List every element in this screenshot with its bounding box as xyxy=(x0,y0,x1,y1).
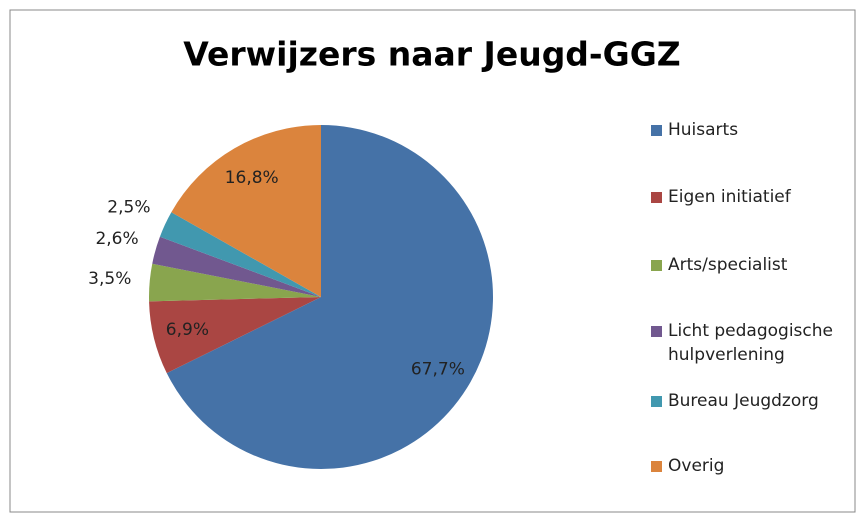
legend-swatch xyxy=(651,260,662,271)
legend-swatch xyxy=(651,461,662,472)
pie-slice xyxy=(171,125,321,297)
legend-item: Eigen initiatief xyxy=(651,185,791,209)
legend-item: Licht pedagogische hulpverlening xyxy=(651,319,848,367)
pie-slice xyxy=(149,263,321,302)
legend-item: Huisarts xyxy=(651,118,738,142)
legend-item: Arts/specialist xyxy=(651,253,787,277)
legend-label: Arts/specialist xyxy=(668,255,788,275)
data-label: 3,5% xyxy=(88,269,131,289)
legend-label: Huisarts xyxy=(668,120,739,140)
pie-slice xyxy=(149,297,321,374)
data-label: 2,5% xyxy=(107,197,150,217)
legend-label: Bureau Jeugdzorg xyxy=(668,391,819,411)
chart-title: Verwijzers naar Jeugd-GGZ xyxy=(183,35,680,74)
legend-label: Overig xyxy=(668,456,725,476)
data-label: 2,6% xyxy=(95,229,138,249)
legend-swatch xyxy=(651,125,662,136)
legend-item: Overig xyxy=(651,454,724,478)
legend-label: Eigen initiatief xyxy=(668,187,791,207)
legend-item: Bureau Jeugdzorg xyxy=(651,389,819,413)
data-label: 6,9% xyxy=(166,320,209,340)
pie-slice xyxy=(159,212,321,297)
data-label: 67,7% xyxy=(411,360,465,380)
pie-slice xyxy=(166,125,494,469)
pie-slice xyxy=(152,236,321,297)
data-label: 16,8% xyxy=(225,168,279,188)
legend-swatch xyxy=(651,192,662,203)
legend-swatch xyxy=(651,396,662,407)
legend-label: Licht pedagogische hulpverlening xyxy=(668,321,833,365)
legend-swatch xyxy=(651,326,662,337)
